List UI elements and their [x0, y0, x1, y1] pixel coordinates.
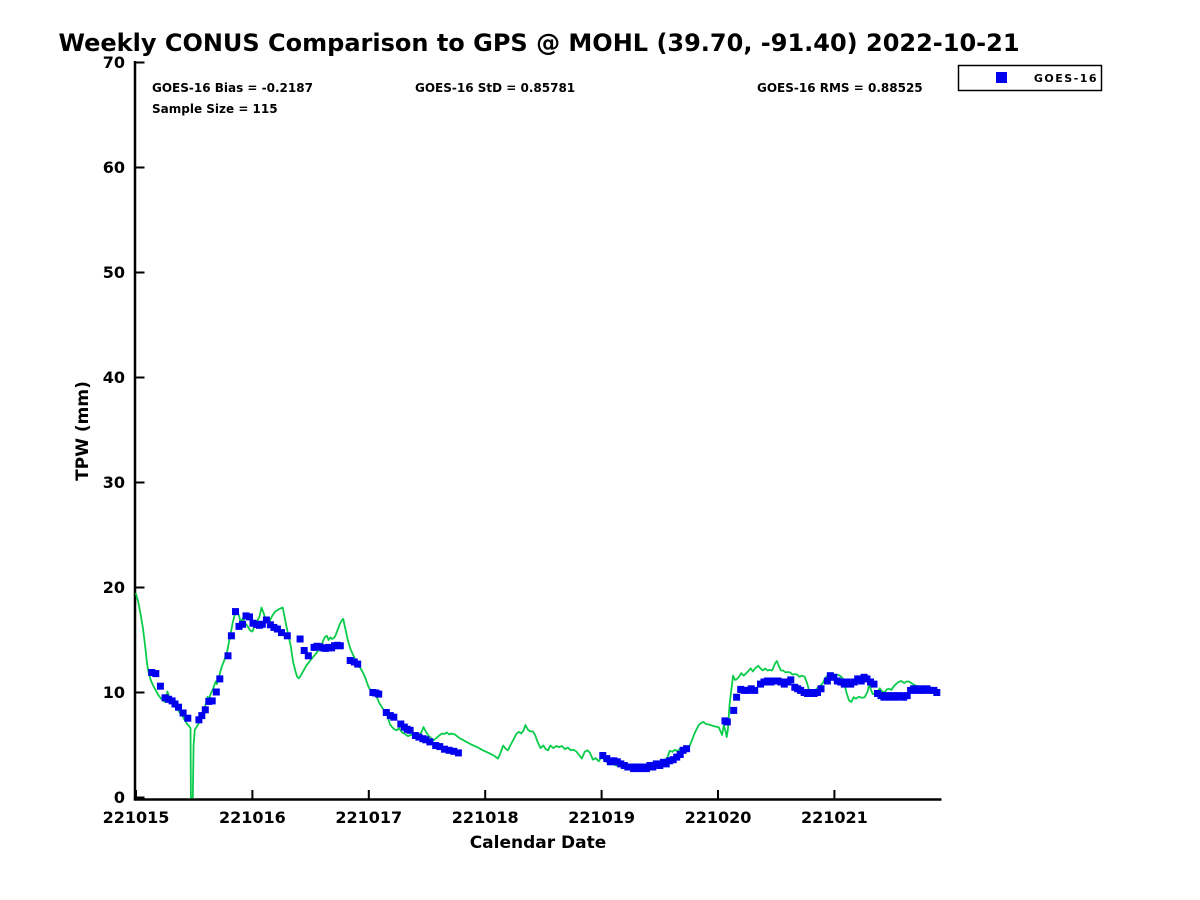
goes16-data-point [198, 712, 206, 720]
goes16-data-point [787, 676, 795, 684]
x-tick-label: 221019 [568, 808, 635, 827]
goes16-data-point [390, 713, 398, 721]
goes16-data-point [208, 697, 216, 705]
legend-frame [957, 64, 1103, 92]
goes16-data-point [903, 692, 911, 700]
x-tick-label: 221020 [685, 808, 752, 827]
goes16-data-point [857, 677, 865, 685]
x-axis-ticks: 221015 221016 221017 221018 221019 221020 2210… [103, 790, 868, 827]
stat-sample-size: Sample Size = 115 [152, 102, 278, 116]
goes16-data-point [179, 709, 187, 717]
y-tick-label: 0 [114, 788, 125, 807]
y-tick-label: 40 [103, 368, 125, 387]
goes16-data-point [156, 682, 164, 690]
legend-box: GOES-16 [957, 64, 1103, 92]
goes16-data-point [422, 736, 430, 744]
stat-rms: GOES-16 RMS = 0.88525 [757, 81, 923, 95]
goes16-data-point [441, 745, 448, 753]
goes16-data-point [336, 642, 344, 650]
goes16-data-point [346, 657, 354, 664]
goes16-data-point [227, 632, 235, 640]
goes16-data-point [415, 733, 423, 741]
y-tick-label: 50 [103, 263, 125, 282]
y-tick-label: 70 [103, 53, 125, 72]
y-axis-label: TPW (mm) [73, 381, 93, 481]
goes16-data-point [278, 629, 285, 637]
plot-axes [133, 61, 942, 801]
goes16-data-point [426, 738, 434, 746]
goes16-data-point [933, 689, 941, 696]
goes16-data-point [814, 689, 821, 696]
y-tick-label: 60 [103, 158, 125, 177]
goes16-data-point [304, 652, 312, 660]
goes16-data-point [733, 693, 741, 701]
gps-line-path [135, 592, 941, 799]
stat-bias: GOES-16 Bias = -0.2187 [152, 81, 313, 95]
x-tick-label: 221015 [103, 808, 170, 827]
y-axis-ticks: 0 10 20 30 40 50 60 70 [103, 53, 145, 807]
goes16-data-point [201, 706, 209, 714]
legend-goes16-label: GOES-16 [1034, 72, 1098, 85]
goes16-data-point [258, 620, 266, 628]
goes16-data-point [300, 647, 308, 654]
goes16-data-point [246, 613, 253, 621]
x-tick-label: 221016 [219, 808, 286, 827]
goes16-data-point [354, 660, 362, 668]
goes16-data-point [216, 675, 224, 683]
goes16-data-point [599, 752, 607, 759]
goes16-data-point [676, 751, 684, 758]
goes16-data-point [450, 747, 458, 755]
goes16-data-point [445, 746, 453, 754]
y-tick-label: 20 [103, 578, 125, 597]
goes16-data-point [184, 714, 192, 722]
goes16-data-point [817, 685, 825, 693]
goes16-data-point [454, 749, 462, 757]
x-tick-label: 221021 [801, 808, 868, 827]
goes16-data-point [283, 632, 291, 640]
goes16-data-point [436, 743, 444, 751]
goes16-data-point [830, 673, 838, 681]
y-tick-label: 10 [103, 683, 125, 702]
goes16-data-point [382, 709, 390, 716]
chart-title: Weekly CONUS Comparison to GPS @ MOHL (3… [58, 29, 1019, 57]
goes16-data-point [751, 686, 759, 694]
goes16-data-point [406, 726, 414, 734]
goes16-data-point [212, 688, 220, 696]
goes16-data-point [262, 616, 270, 624]
gps-line-series [135, 592, 941, 799]
goes16-data-point [375, 690, 383, 698]
goes16-data-point [195, 716, 203, 724]
stat-std: GOES-16 StD = 0.85781 [415, 81, 575, 95]
goes16-data-point [823, 677, 831, 685]
y-tick-label: 30 [103, 473, 125, 492]
x-tick-label: 221017 [335, 808, 402, 827]
goes16-data-point [224, 652, 232, 660]
goes16-data-point [232, 608, 239, 616]
goes16-data-point [870, 680, 878, 688]
goes16-data-point [683, 745, 691, 753]
goes16-data-point [239, 620, 246, 628]
legend-goes16-marker-icon [996, 72, 1007, 83]
goes16-data-point [175, 703, 182, 711]
goes16-data-point [152, 670, 160, 678]
goes16-data-point [432, 742, 440, 749]
goes16-data-point [273, 625, 281, 633]
goes16-data-point [296, 635, 304, 643]
x-tick-label: 221018 [452, 808, 519, 827]
goes16-data-point [723, 718, 731, 726]
goes16-data-point [730, 706, 738, 714]
goes16-data-point [148, 669, 156, 676]
goes16-marker-series [148, 608, 941, 773]
x-axis-label: Calendar Date [470, 833, 607, 853]
